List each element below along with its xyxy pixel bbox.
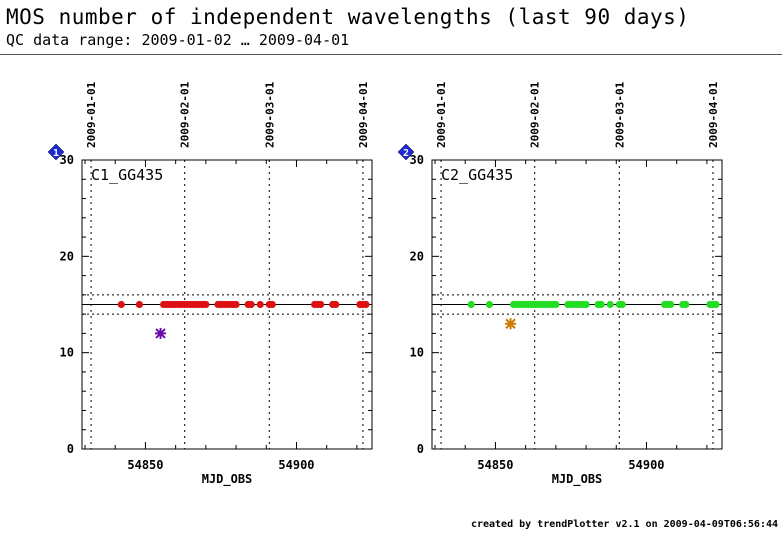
date-tick-label: 2009-01-01 — [85, 81, 98, 148]
date-tick-label: 2009-03-01 — [263, 81, 276, 148]
y-tick-label: 30 — [60, 153, 74, 167]
date-tick-label: 2009-02-01 — [529, 81, 542, 148]
data-point — [202, 300, 210, 309]
data-point — [268, 300, 276, 309]
data-point — [247, 300, 255, 309]
footer-credit: created by trendPlotter v2.1 on 2009-04-… — [470, 519, 778, 530]
data-point — [667, 300, 675, 309]
data-point — [582, 300, 590, 309]
panel-label: C1_GG435 — [91, 166, 163, 184]
data-point — [485, 300, 493, 309]
page-title: MOS number of independent wavelengths (l… — [6, 5, 690, 29]
data-point — [332, 300, 340, 309]
title-divider — [0, 54, 782, 55]
panel-badge-icon — [47, 143, 65, 161]
data-point — [317, 300, 325, 309]
date-tick-label: 2009-04-01 — [357, 81, 370, 148]
data-point — [232, 300, 240, 309]
y-tick-label: 20 — [60, 249, 74, 263]
data-point — [552, 300, 560, 309]
y-tick-label: 10 — [60, 346, 74, 360]
date-tick-label: 2009-01-01 — [435, 81, 448, 148]
data-point — [467, 300, 475, 309]
panel-badge-number: 1 — [53, 148, 59, 159]
x-tick-label: 54850 — [477, 458, 513, 472]
outlier-point — [155, 327, 167, 339]
chart-panel-2: 2009-01-01 2009-02-01 2009-03-01 2009-04-01… — [397, 81, 723, 487]
data-point — [712, 300, 720, 309]
x-tick-label: 54850 — [127, 458, 163, 472]
y-tick-label: 10 — [410, 346, 424, 360]
x-axis-label: MJD_OBS — [552, 472, 603, 487]
chart-panel-1: 2009-01-01 2009-02-01 2009-03-01 2009-04-01… — [47, 81, 373, 487]
data-point — [256, 300, 264, 309]
data-point — [135, 300, 143, 309]
panel-label: C2_GG435 — [441, 166, 513, 184]
x-tick-label: 54900 — [278, 458, 314, 472]
x-tick-label: 54900 — [628, 458, 664, 472]
y-tick-label: 0 — [417, 442, 424, 456]
panel-badge-number: 2 — [403, 148, 409, 159]
date-tick-label: 2009-02-01 — [179, 81, 192, 148]
data-point — [682, 300, 690, 309]
y-tick-label: 30 — [410, 153, 424, 167]
panel-badge-icon — [397, 143, 415, 161]
data-point — [117, 300, 125, 309]
y-tick-label: 0 — [67, 442, 74, 456]
data-point — [618, 300, 626, 309]
y-tick-label: 20 — [410, 249, 424, 263]
date-tick-label: 2009-03-01 — [613, 81, 626, 148]
date-tick-label: 2009-04-01 — [707, 81, 720, 148]
outlier-point — [505, 318, 517, 330]
x-axis-label: MJD_OBS — [202, 472, 253, 487]
page-subtitle: QC data range: 2009-01-02 … 2009-04-01 — [6, 31, 350, 49]
data-point — [606, 300, 614, 309]
data-point — [597, 300, 605, 309]
data-point — [362, 300, 370, 309]
